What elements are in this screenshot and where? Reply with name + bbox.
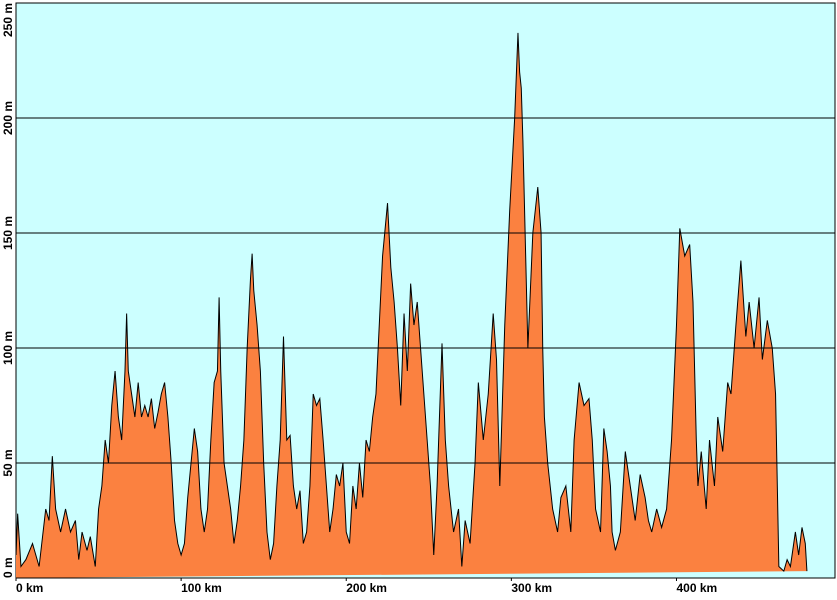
y-tick-label: 100 m [1, 331, 15, 365]
x-tick-label: 0 km [16, 581, 43, 595]
x-tick-label: 200 km [346, 581, 387, 595]
y-tick-label: 150 m [1, 216, 15, 250]
y-tick-label: 0 m [1, 557, 15, 578]
y-tick-label: 200 m [1, 101, 15, 135]
elevation-line [15, 32, 808, 573]
y-tick-label: 50 m [1, 449, 15, 476]
x-tick-label: 100 km [181, 581, 222, 595]
y-tick-label: 250 m [1, 3, 15, 37]
x-tick-label: 300 km [511, 581, 552, 595]
x-tick-label: 400 km [676, 581, 717, 595]
elevation-area [16, 32, 807, 578]
